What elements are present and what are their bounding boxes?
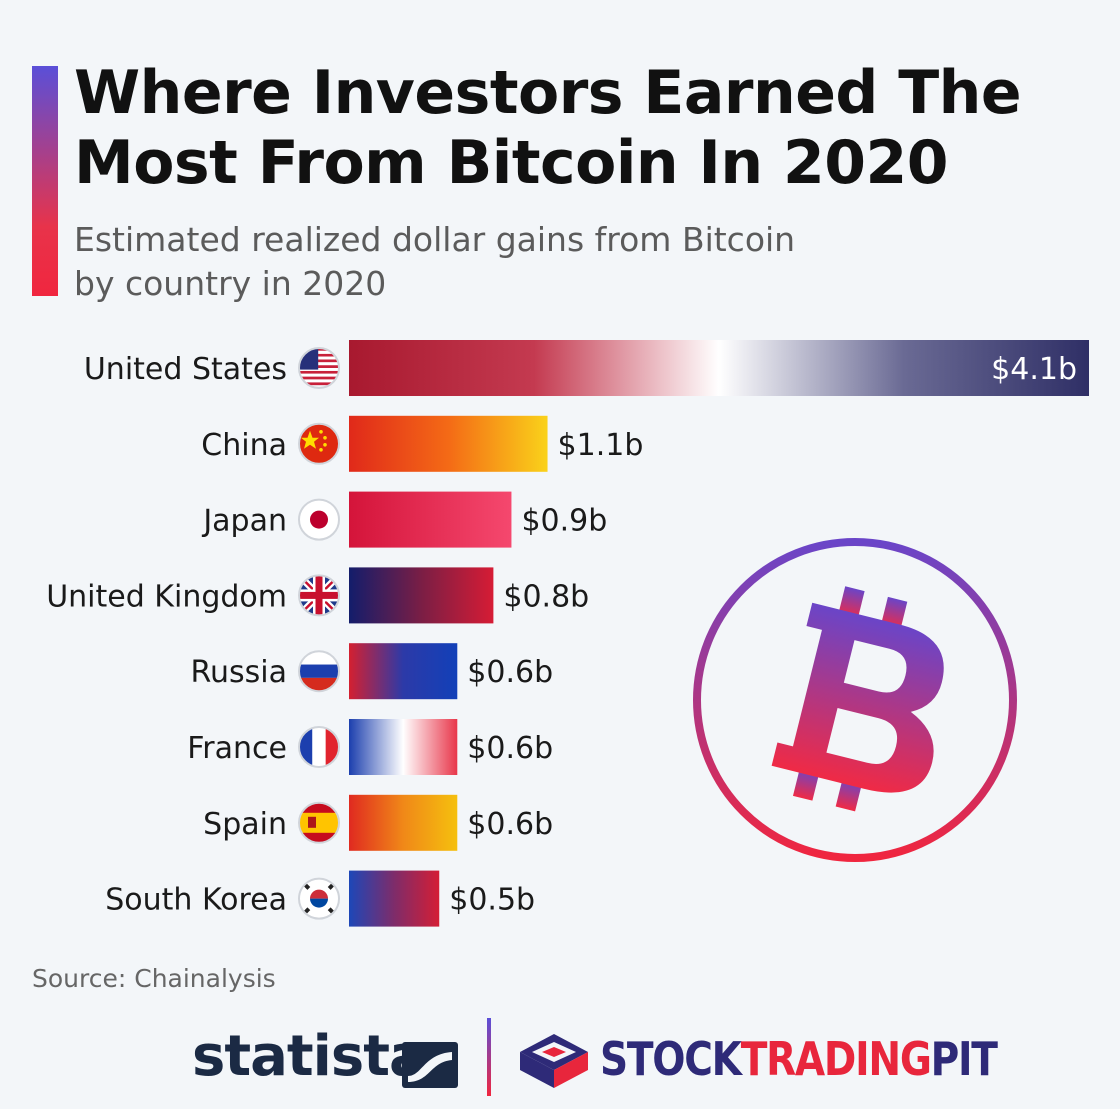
bar [349,415,548,472]
bar [349,340,1089,396]
category-label: China [201,428,287,463]
bar-row: France $0.6b [187,719,553,775]
value-label: $0.8b [503,579,589,614]
us-flag-icon [298,347,340,389]
category-label: Spain [203,807,287,842]
bar [349,794,458,851]
bitcoin-logo-icon [693,538,1017,862]
source-note: Source: Chainalysis [32,964,276,993]
bar-row: United Kingdom $0.8b [46,567,589,624]
category-label: Russia [191,655,288,690]
value-label: $0.6b [467,731,553,766]
accent-bar [32,66,58,296]
value-label: $1.1b [558,428,644,463]
bar-row: Japan $0.9b [201,491,607,548]
category-label: France [187,731,287,766]
stp-word-pit: PIT [930,1032,998,1086]
bar [349,567,494,624]
category-label: South Korea [105,883,287,918]
bar-row: South Korea $0.5b [105,870,535,927]
bar [349,719,458,775]
value-label: $0.6b [467,655,553,690]
footer: statista STOCKTRADINGPIT [0,1010,1120,1100]
uk-flag-icon [298,574,340,617]
bar-row: China $1.1b [201,415,644,472]
stocktradingpit-logo-icon [520,1034,588,1088]
china-flag-icon [298,422,340,465]
page-subtitle: Estimated realized dollar gains from Bit… [74,220,796,303]
stocktradingpit-wordmark: STOCKTRADINGPIT [600,1032,998,1086]
value-label: $0.9b [521,504,607,539]
bar [349,643,458,700]
bar-chart: United States $4.1b China $1.1b Japan $0.9b Un… [46,340,1089,927]
japan-flag-icon [298,498,340,541]
value-label: $0.6b [467,807,553,842]
bar-row: United States $4.1b [84,340,1089,396]
russia-flag-icon [298,650,340,693]
footer-divider [487,1018,491,1096]
south-korea-flag-icon [298,877,340,920]
france-flag-icon [298,726,340,768]
category-label: Japan [201,504,287,539]
stp-word-stock: STOCK [600,1032,742,1086]
category-label: United States [84,352,287,387]
statista-mark-icon [402,1042,458,1088]
page-title: Where Investors Earned The Most From Bit… [74,58,1022,198]
spain-flag-icon [298,801,340,844]
bar [349,870,440,927]
value-label: $4.1b [991,352,1077,387]
category-label: United Kingdom [46,579,287,614]
bar-row: Russia $0.6b [191,643,553,700]
bar-row: Spain $0.6b [203,794,553,851]
value-label: $0.5b [449,883,535,918]
stp-word-trading: TRADING [740,1032,932,1086]
bar [349,491,512,548]
statista-wordmark: statista [192,1024,427,1089]
